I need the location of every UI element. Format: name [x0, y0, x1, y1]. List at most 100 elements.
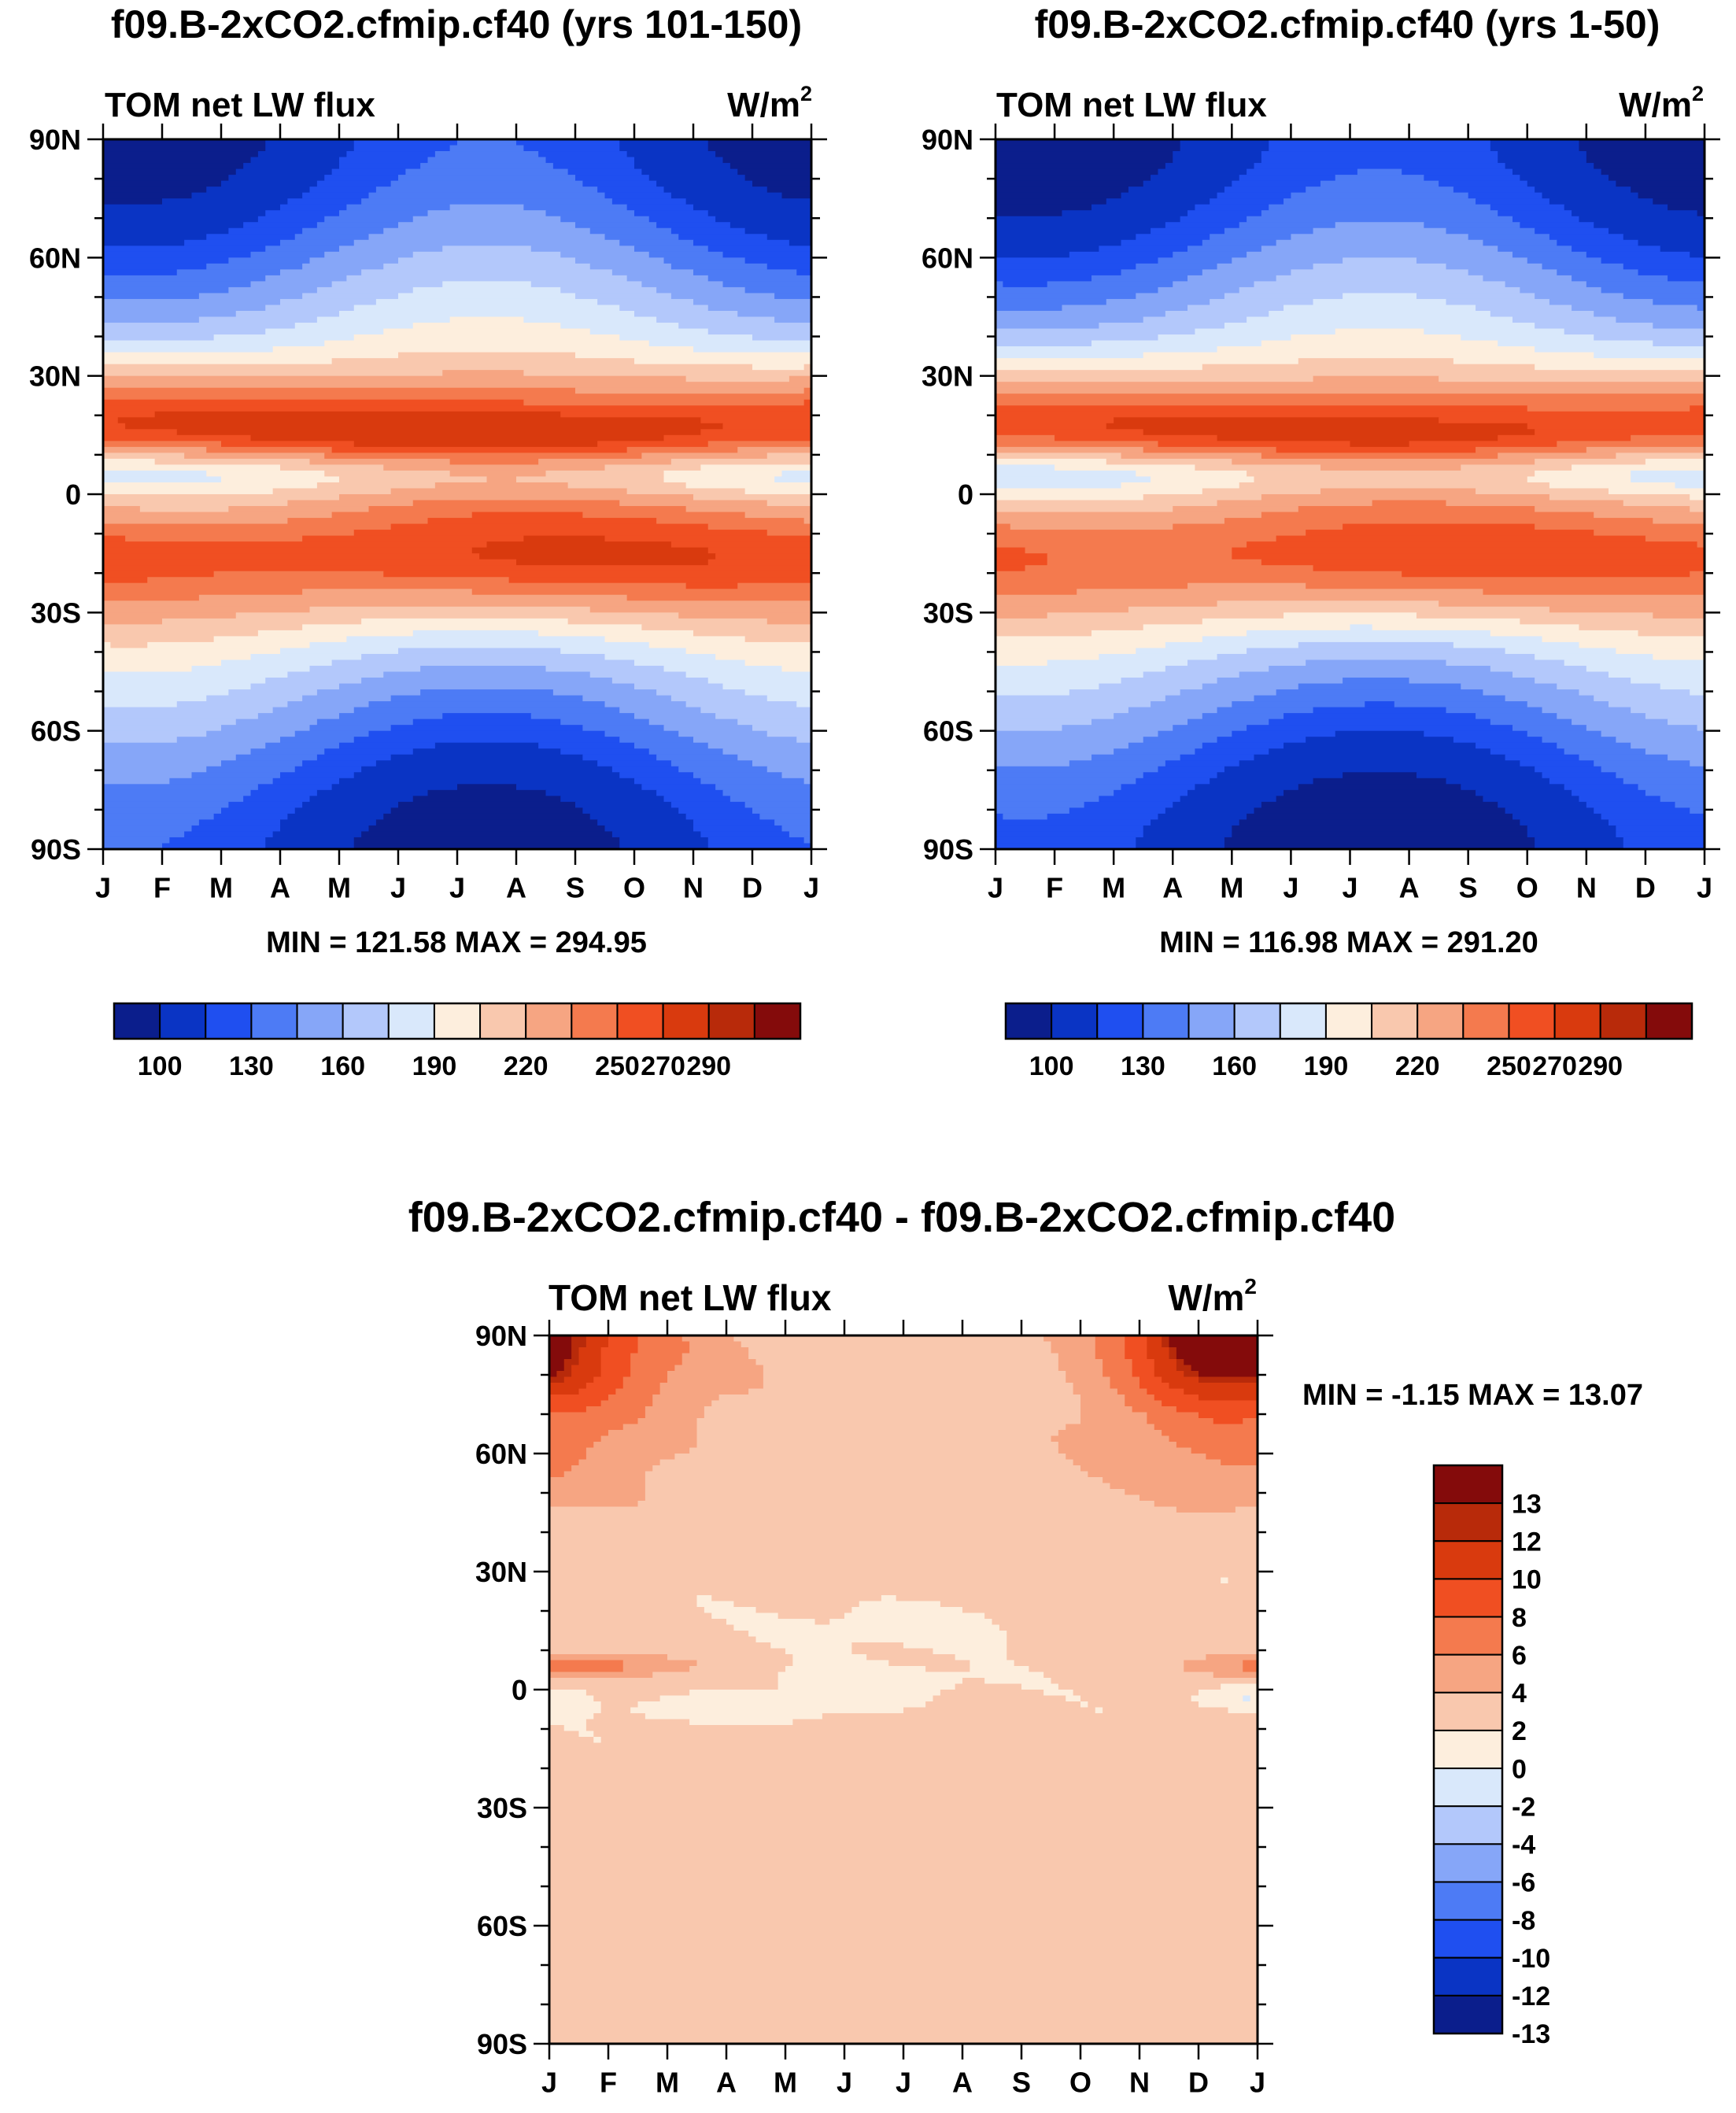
contour-cell [578, 1388, 616, 1395]
contour-cell [1199, 1701, 1258, 1709]
contour-cell [309, 257, 399, 264]
contour-cell [302, 695, 392, 702]
contour-cell [560, 323, 679, 330]
contour-cell [1608, 227, 1705, 235]
contour-cell [925, 1666, 970, 1673]
contour-cell [1125, 1400, 1162, 1407]
contour-cell [545, 665, 665, 673]
contour-cell [766, 500, 812, 507]
contour-cell [1055, 464, 1195, 471]
contour-cell [611, 766, 679, 773]
colorbar-label: 190 [1304, 1051, 1349, 1081]
contour-cell [302, 801, 399, 808]
contour-cell [1247, 168, 1358, 175]
contour-cell [176, 269, 281, 276]
contour-cell [1365, 701, 1395, 708]
contour-cell [549, 1943, 1258, 1950]
contour-cell [1424, 175, 1520, 182]
lat-label: 60S [31, 715, 81, 748]
contour-cell [995, 458, 1107, 466]
contour-cell [265, 843, 355, 850]
contour-cell [549, 1790, 1258, 1797]
contour-cell [663, 476, 775, 483]
contour-cell [103, 683, 252, 690]
contour-cell [563, 1359, 580, 1366]
contour-cell [1021, 1683, 1059, 1690]
month-label: A [506, 871, 526, 903]
contour-cell [1091, 754, 1181, 761]
contour-cell [619, 145, 709, 152]
contour-cell [1073, 1383, 1111, 1390]
colorbar-swatch [707, 1003, 755, 1040]
contour-cell [778, 1683, 956, 1690]
contour-cell [1254, 281, 1506, 288]
contour-cell [1269, 204, 1491, 211]
contour-cell [549, 1878, 1258, 1886]
contour-cell [1165, 807, 1255, 815]
contour-cell [707, 441, 812, 448]
contour-cell [353, 772, 620, 779]
contour-cell [563, 1376, 594, 1383]
contour-cell [656, 180, 753, 187]
contour-cell [1091, 275, 1188, 282]
contour-cell [663, 665, 783, 673]
colorbar-swatch [1233, 1003, 1281, 1040]
contour-cell [1184, 1388, 1258, 1395]
contour-cell [549, 1607, 705, 1614]
contour-cell [585, 1690, 690, 1697]
contour-cell [549, 1494, 646, 1502]
contour-cell [1114, 417, 1439, 424]
colorbar-swatch [1553, 1003, 1601, 1040]
contour-cell [1232, 831, 1528, 838]
contour-cell [1169, 1335, 1258, 1343]
contour-cell [1638, 192, 1705, 199]
month-label: N [1576, 871, 1597, 903]
contour-cell [689, 1347, 749, 1354]
contour-cell [549, 1990, 1258, 1997]
contour-cell [1586, 151, 1705, 158]
contour-cell [1158, 286, 1240, 294]
contour-cell [1180, 145, 1269, 152]
contour-cell [198, 293, 303, 300]
contour-cell [331, 512, 473, 519]
contour-cell [674, 1365, 764, 1372]
contour-cell [752, 180, 812, 187]
contour-cell [995, 641, 1166, 649]
contour-cell [1579, 139, 1705, 146]
month-label: J [1283, 871, 1298, 903]
contour-cell [103, 358, 333, 365]
contour-cell [1180, 689, 1277, 696]
contour-cell [1202, 488, 1321, 495]
contour-cell [575, 257, 665, 264]
contour-cell [103, 340, 325, 347]
contour-cell [1586, 801, 1676, 808]
contour-cell [1125, 1353, 1147, 1360]
contour-cell [1313, 298, 1447, 306]
contour-cell [1631, 476, 1705, 483]
colorbar-label: 270 [641, 1051, 685, 1081]
contour-cell [641, 281, 724, 288]
contour-cell [630, 1359, 683, 1366]
contour-cell [1121, 784, 1195, 791]
colorbar-label: 13 [1512, 1489, 1542, 1519]
contour-cell [103, 458, 156, 466]
contour-cell [896, 1595, 1258, 1602]
contour-cell [1143, 825, 1232, 833]
contour-cell [243, 163, 340, 170]
contour-cell [1210, 198, 1284, 205]
contour-cell [600, 1365, 631, 1372]
contour-cell [637, 1501, 1155, 1508]
contour-cell [383, 571, 812, 578]
contour-cell [1199, 1395, 1258, 1402]
contour-cell [674, 1454, 1066, 1461]
contour-cell [1158, 441, 1351, 448]
contour-cell [316, 180, 392, 187]
contour-cell [641, 784, 716, 791]
contour-cell [1505, 281, 1587, 288]
contour-cell [1158, 813, 1247, 821]
contour-cell [549, 1796, 1258, 1803]
contour-cell [103, 612, 237, 619]
contour-cell [1191, 1447, 1258, 1454]
contour-cell [995, 766, 1159, 773]
contour-cell [302, 589, 473, 596]
